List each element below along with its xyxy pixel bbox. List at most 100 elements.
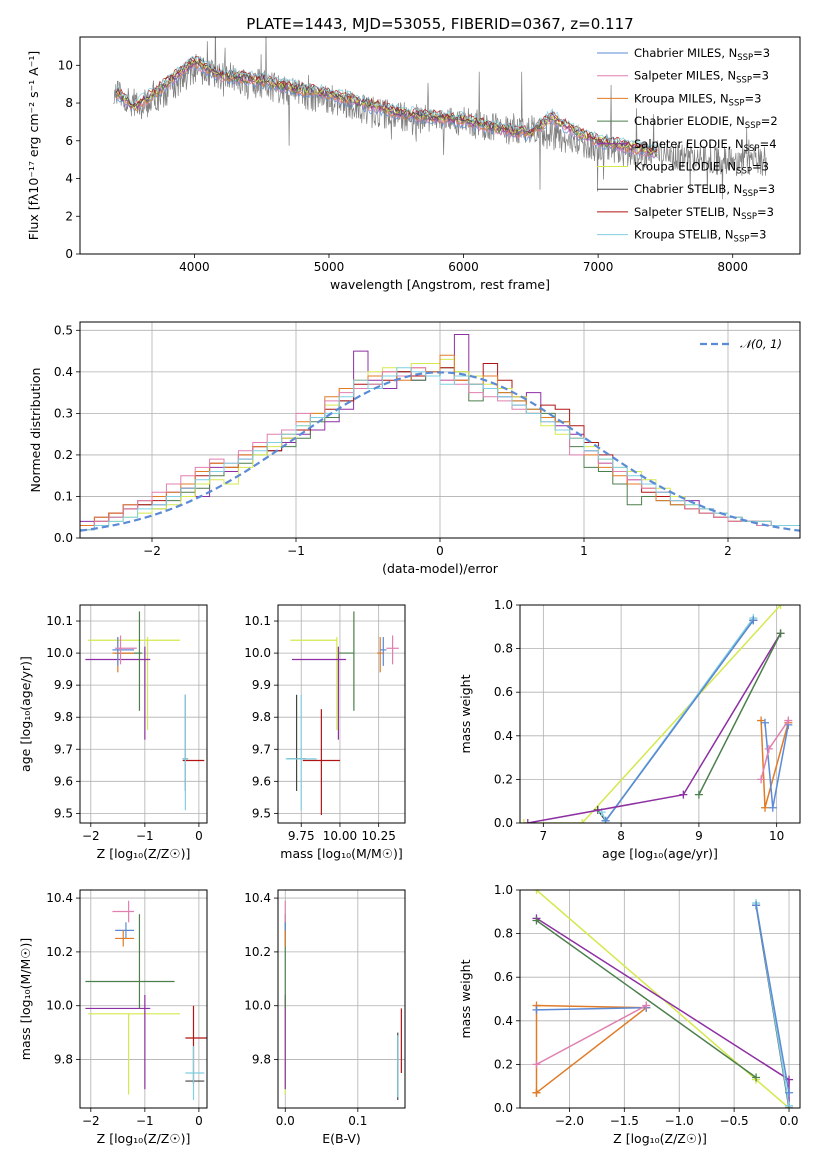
weight-lines xyxy=(532,890,794,1108)
x-tick-label: 2 xyxy=(724,544,732,558)
y-tick-label: 10.0 xyxy=(46,646,73,660)
x-tick-label: 1 xyxy=(580,544,588,558)
x-tick-label: −1.5 xyxy=(610,1114,639,1128)
y-tick-label: 0.0 xyxy=(494,1101,513,1115)
y-tick-label: 10.2 xyxy=(244,945,271,959)
y-tick-label: 0.2 xyxy=(494,1057,513,1071)
y-tick-label: 0.6 xyxy=(494,685,513,699)
plot-frame xyxy=(79,604,208,824)
y-tick-label: 9.6 xyxy=(54,774,73,788)
y-tick-label: 0.0 xyxy=(494,816,513,830)
weight-marker xyxy=(749,616,758,625)
legend-label: Salpeter MILES, NSSP=3 xyxy=(634,69,769,86)
x-tick-label: 5000 xyxy=(314,260,345,274)
y-tick-label: 0.2 xyxy=(54,448,73,462)
x-tick-label: −1 xyxy=(136,829,154,843)
x-tick-label: 10.00 xyxy=(323,829,357,843)
legend-label: 𝒩(0, 1) xyxy=(740,337,782,351)
x-tick-label: 4000 xyxy=(179,260,210,274)
y-tick-label: 0.4 xyxy=(494,1014,513,1028)
y-tick-label: 6 xyxy=(65,134,73,148)
y-tick-label: 0.1 xyxy=(54,489,73,503)
plot-frame xyxy=(277,889,406,1109)
weight-marker xyxy=(752,901,761,910)
x-tick-label: 0 xyxy=(195,829,203,843)
y-tick-label: 1.0 xyxy=(494,598,513,612)
plot-frame xyxy=(277,604,406,824)
legend-label: Salpeter STELIB, NSSP=3 xyxy=(634,205,774,222)
y-tick-label: 8 xyxy=(65,96,73,110)
model-line-kroupa-stelib xyxy=(115,55,658,152)
legend-label: Kroupa STELIB, NSSP=3 xyxy=(634,228,766,245)
errorbars xyxy=(85,611,205,811)
y-tick-label: 10 xyxy=(58,58,73,72)
legend-label: Chabrier STELIB, NSSP=3 xyxy=(634,182,775,199)
weight-marker xyxy=(785,1101,794,1108)
errorbars xyxy=(284,900,402,1100)
y-tick-label: 0.4 xyxy=(54,365,73,379)
legend-label: Kroupa ELODIE, NSSP=3 xyxy=(634,160,769,177)
x-tick-label: 7 xyxy=(540,829,548,843)
weight-marker xyxy=(578,819,587,823)
spectrum-legend: Chabrier MILES, NSSP=3 Salpeter MILES, NS… xyxy=(597,46,778,245)
plot-frame xyxy=(79,889,208,1109)
x-tick-label: −1 xyxy=(136,1114,154,1128)
x-axis-label: Z [log₁₀(Z/Z☉)] xyxy=(97,1131,191,1146)
weight-marker xyxy=(523,819,532,823)
y-tick-label: 0.8 xyxy=(494,642,513,656)
legend-label: Chabrier MILES, NSSP=3 xyxy=(634,46,770,63)
weight-line-chabrier-elodie xyxy=(698,632,782,796)
weight-line-chabrier-miles xyxy=(536,1006,647,1011)
y-tick-label: 0.8 xyxy=(494,927,513,941)
y-tick-label: 9.9 xyxy=(252,678,271,692)
weight-lines xyxy=(520,605,793,823)
spectrum-panel: 4000 5000 6000 7000 8000 0 2 4 6 8 10 wavelength [A… xyxy=(26,36,801,292)
y-tick-label: 9.8 xyxy=(252,710,271,724)
y-tick-label: 0.5 xyxy=(54,323,73,337)
x-axis-label: Z [log₁₀(Z/Z☉)] xyxy=(613,1131,707,1146)
weight-marker xyxy=(776,605,785,609)
x-tick-label: −1.0 xyxy=(665,1114,694,1128)
weight-marker xyxy=(532,890,541,894)
y-tick-label: 0.0 xyxy=(54,531,73,545)
figure-title: PLATE=1443, MJD=53055, FIBERID=0367, z=0… xyxy=(246,15,633,33)
legend-label: Kroupa MILES, NSSP=3 xyxy=(634,91,761,108)
x-axis-label: mass [log₁₀(M/M☉)] xyxy=(280,846,402,861)
x-axis-label: E(B-V) xyxy=(322,1131,361,1146)
mass-vs-ebv-panel: 0.0 0.1 9.8 10.0 10.2 10.4 E(B-V) xyxy=(244,889,406,1146)
y-tick-label: 9.9 xyxy=(54,678,73,692)
y-axis-label: Normed distribution xyxy=(28,368,43,493)
weight-line-chabrier-elodie xyxy=(536,919,757,1079)
plot-frame xyxy=(79,36,801,255)
x-tick-label: −2.0 xyxy=(555,1114,584,1128)
y-tick-label: 9.8 xyxy=(54,710,73,724)
y-tick-label: 10.1 xyxy=(46,614,73,628)
weight-vs-Z-panel: −2.0 −1.5 −1.0 −0.5 0.0 0.0 0.2 0.4 0.6 0.8 1.0 Z [… xyxy=(458,883,801,1146)
weight-line-kroupa-miles xyxy=(535,1004,649,1094)
weight-marker xyxy=(601,816,610,823)
x-tick-label: 0.0 xyxy=(276,1114,295,1128)
y-tick-label: 9.8 xyxy=(252,1053,271,1067)
weight-marker xyxy=(785,1088,794,1097)
x-tick-label: −0.5 xyxy=(720,1114,749,1128)
y-axis-label: mass weight xyxy=(458,674,473,753)
weight-line-chabrier-miles xyxy=(755,905,790,1093)
y-tick-label: 9.7 xyxy=(252,742,271,756)
y-tick-label: 9.8 xyxy=(54,1053,73,1067)
y-tick-label: 9.5 xyxy=(252,806,271,820)
x-tick-label: 8000 xyxy=(717,260,748,274)
y-tick-label: 10.1 xyxy=(244,614,271,628)
y-tick-label: 4 xyxy=(65,172,73,186)
weight-marker xyxy=(757,775,766,784)
y-axis-label: age [log₁₀(age/yr)] xyxy=(18,656,33,772)
x-axis-label: (data-model)/error xyxy=(382,561,499,576)
x-tick-label: 0.0 xyxy=(779,1114,798,1128)
weight-line-kroupa-elodie xyxy=(523,605,782,823)
x-axis-label: Z [log₁₀(Z/Z☉)] xyxy=(97,846,191,861)
histogram-kroupa-elodie xyxy=(80,358,800,538)
legend-label: Salpeter ELODIE, NSSP=4 xyxy=(634,137,777,154)
y-axis-label: mass weight xyxy=(458,959,473,1038)
weight-line-salpeter-miles xyxy=(536,1004,647,1066)
x-tick-label: 6000 xyxy=(448,260,479,274)
plot-frame xyxy=(519,604,801,824)
